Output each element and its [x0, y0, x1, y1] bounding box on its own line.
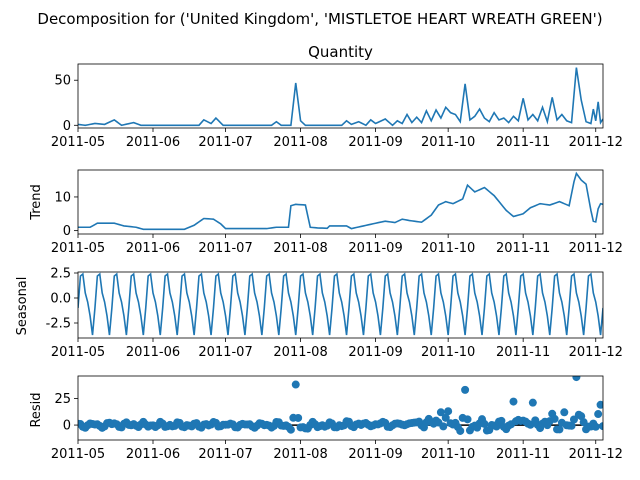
panel-resid-xtick-label: 2011-12: [569, 447, 623, 462]
resid-point: [497, 416, 506, 425]
resid-point: [456, 426, 465, 435]
panel-quantity-xtick-label: 2011-11: [496, 135, 550, 150]
resid-point: [528, 398, 537, 407]
resid-point: [463, 415, 472, 424]
panel-resid-xtick-label: 2011-07: [198, 447, 252, 462]
panel-quantity-xtick-label: 2011-10: [421, 135, 475, 150]
panel-trend: Trend 0 10 2011-05 2011-06 2011-07 2011-08 201…: [29, 169, 623, 256]
panel-seasonal-xtick-label: 2011-08: [273, 345, 327, 360]
panel-seasonal: Seasonal -2.5 0.0 2.5 2011-05 2011-06 2011-07…: [15, 267, 623, 361]
panel-resid-plot: [78, 376, 603, 435]
resid-point: [444, 407, 453, 416]
panel-resid-ylabel: Resid: [29, 392, 44, 427]
resid-point: [567, 421, 576, 430]
panel-quantity-ytick-label: 50: [54, 74, 71, 89]
resid-point: [599, 422, 603, 431]
panel-quantity-frame: [77, 63, 604, 129]
panel-trend-xtick-label: 2011-08: [273, 241, 327, 256]
panel-quantity-xtick-label: 2011-07: [198, 135, 252, 150]
panel-quantity-xtick-label: 2011-06: [126, 135, 180, 150]
resid-point: [291, 380, 300, 389]
panel-seasonal-xtick-label: 2011-09: [348, 345, 402, 360]
panel-trend-plot: [78, 171, 603, 231]
panel-seasonal-xtick-label: 2011-10: [421, 345, 475, 360]
panel-resid: Resid 0 25 2011-05 2011-06 2011-07 2011-08 201…: [29, 375, 623, 462]
panel-seasonal-ytick-label: -2.5: [46, 317, 71, 332]
panel-seasonal-xtick-label: 2011-05: [51, 345, 105, 360]
resid-point: [555, 425, 564, 434]
resid-point: [480, 419, 489, 428]
resid-point: [550, 414, 559, 423]
resid-point: [577, 412, 586, 421]
panel-trend-xtick-label: 2011-05: [51, 241, 105, 256]
resid-point: [286, 425, 295, 434]
panel-resid-ytick-label: 0: [63, 419, 71, 434]
panel-resid-frame: [77, 375, 604, 441]
resid-point: [572, 376, 581, 382]
panel-seasonal-frame: [77, 271, 604, 339]
panel-trend-xtick-label: 2011-10: [421, 241, 475, 256]
panel-resid-xtick-label: 2011-11: [496, 447, 550, 462]
panel-quantity: Quantity 0 50 2011-05 2011-06 2011-07 2011-08…: [51, 43, 623, 150]
resid-point: [461, 385, 470, 394]
panel-seasonal-ylabel: Seasonal: [15, 277, 30, 336]
panel-trend-xtick-label: 2011-09: [348, 241, 402, 256]
panel-seasonal-series-line: [78, 272, 603, 336]
panel-resid-xtick-label: 2011-09: [348, 447, 402, 462]
panel-trend-ytick-label: 0: [63, 224, 71, 239]
resid-point: [596, 400, 603, 409]
panel-resid-xtick-label: 2011-05: [51, 447, 105, 462]
panel-quantity-xtick-label: 2011-09: [348, 135, 402, 150]
panel-resid-xtick-label: 2011-08: [273, 447, 327, 462]
panel-trend-series-line: [78, 171, 603, 231]
panel-quantity-series-line: [78, 67, 603, 127]
resid-point: [591, 422, 600, 431]
panel-quantity-xtick-label: 2011-08: [273, 135, 327, 150]
panel-trend-ylabel: Trend: [29, 184, 44, 221]
panel-trend-xtick-label: 2011-07: [198, 241, 252, 256]
panel-trend-xtick-label: 2011-12: [569, 241, 623, 256]
resid-point: [560, 408, 569, 417]
panel-resid-xtick-label: 2011-06: [126, 447, 180, 462]
panel-resid-xtick-label: 2011-10: [421, 447, 475, 462]
panel-seasonal-xtick-label: 2011-07: [198, 345, 252, 360]
resid-point: [594, 410, 603, 419]
resid-point: [441, 413, 450, 422]
panel-seasonal-xtick-label: 2011-11: [496, 345, 550, 360]
resid-point: [509, 397, 518, 406]
panel-quantity-ytick-label: 0: [63, 119, 71, 134]
resid-point: [436, 408, 445, 417]
panel-seasonal-ytick-label: 0.0: [50, 292, 71, 307]
panel-quantity-xtick-label: 2011-05: [51, 135, 105, 150]
panel-trend-ytick-label: 10: [54, 190, 71, 205]
resid-point: [294, 413, 303, 422]
panel-trend-frame: [77, 169, 604, 235]
panel-quantity-xtick-label: 2011-12: [569, 135, 623, 150]
panel-seasonal-plot: [78, 272, 603, 336]
panel-resid-ytick-label: 25: [54, 392, 71, 407]
panel-trend-xtick-label: 2011-06: [126, 241, 180, 256]
panel-quantity-plot: [78, 67, 603, 127]
panel-seasonal-xtick-label: 2011-06: [126, 345, 180, 360]
panel-quantity-title: Quantity: [308, 43, 373, 61]
panel-seasonal-xtick-label: 2011-12: [569, 345, 623, 360]
chart-title: Decomposition for ('United Kingdom', 'MI…: [37, 10, 602, 28]
resid-point: [439, 422, 448, 431]
panel-trend-xtick-label: 2011-11: [496, 241, 550, 256]
panel-seasonal-ytick-label: 2.5: [50, 267, 71, 282]
